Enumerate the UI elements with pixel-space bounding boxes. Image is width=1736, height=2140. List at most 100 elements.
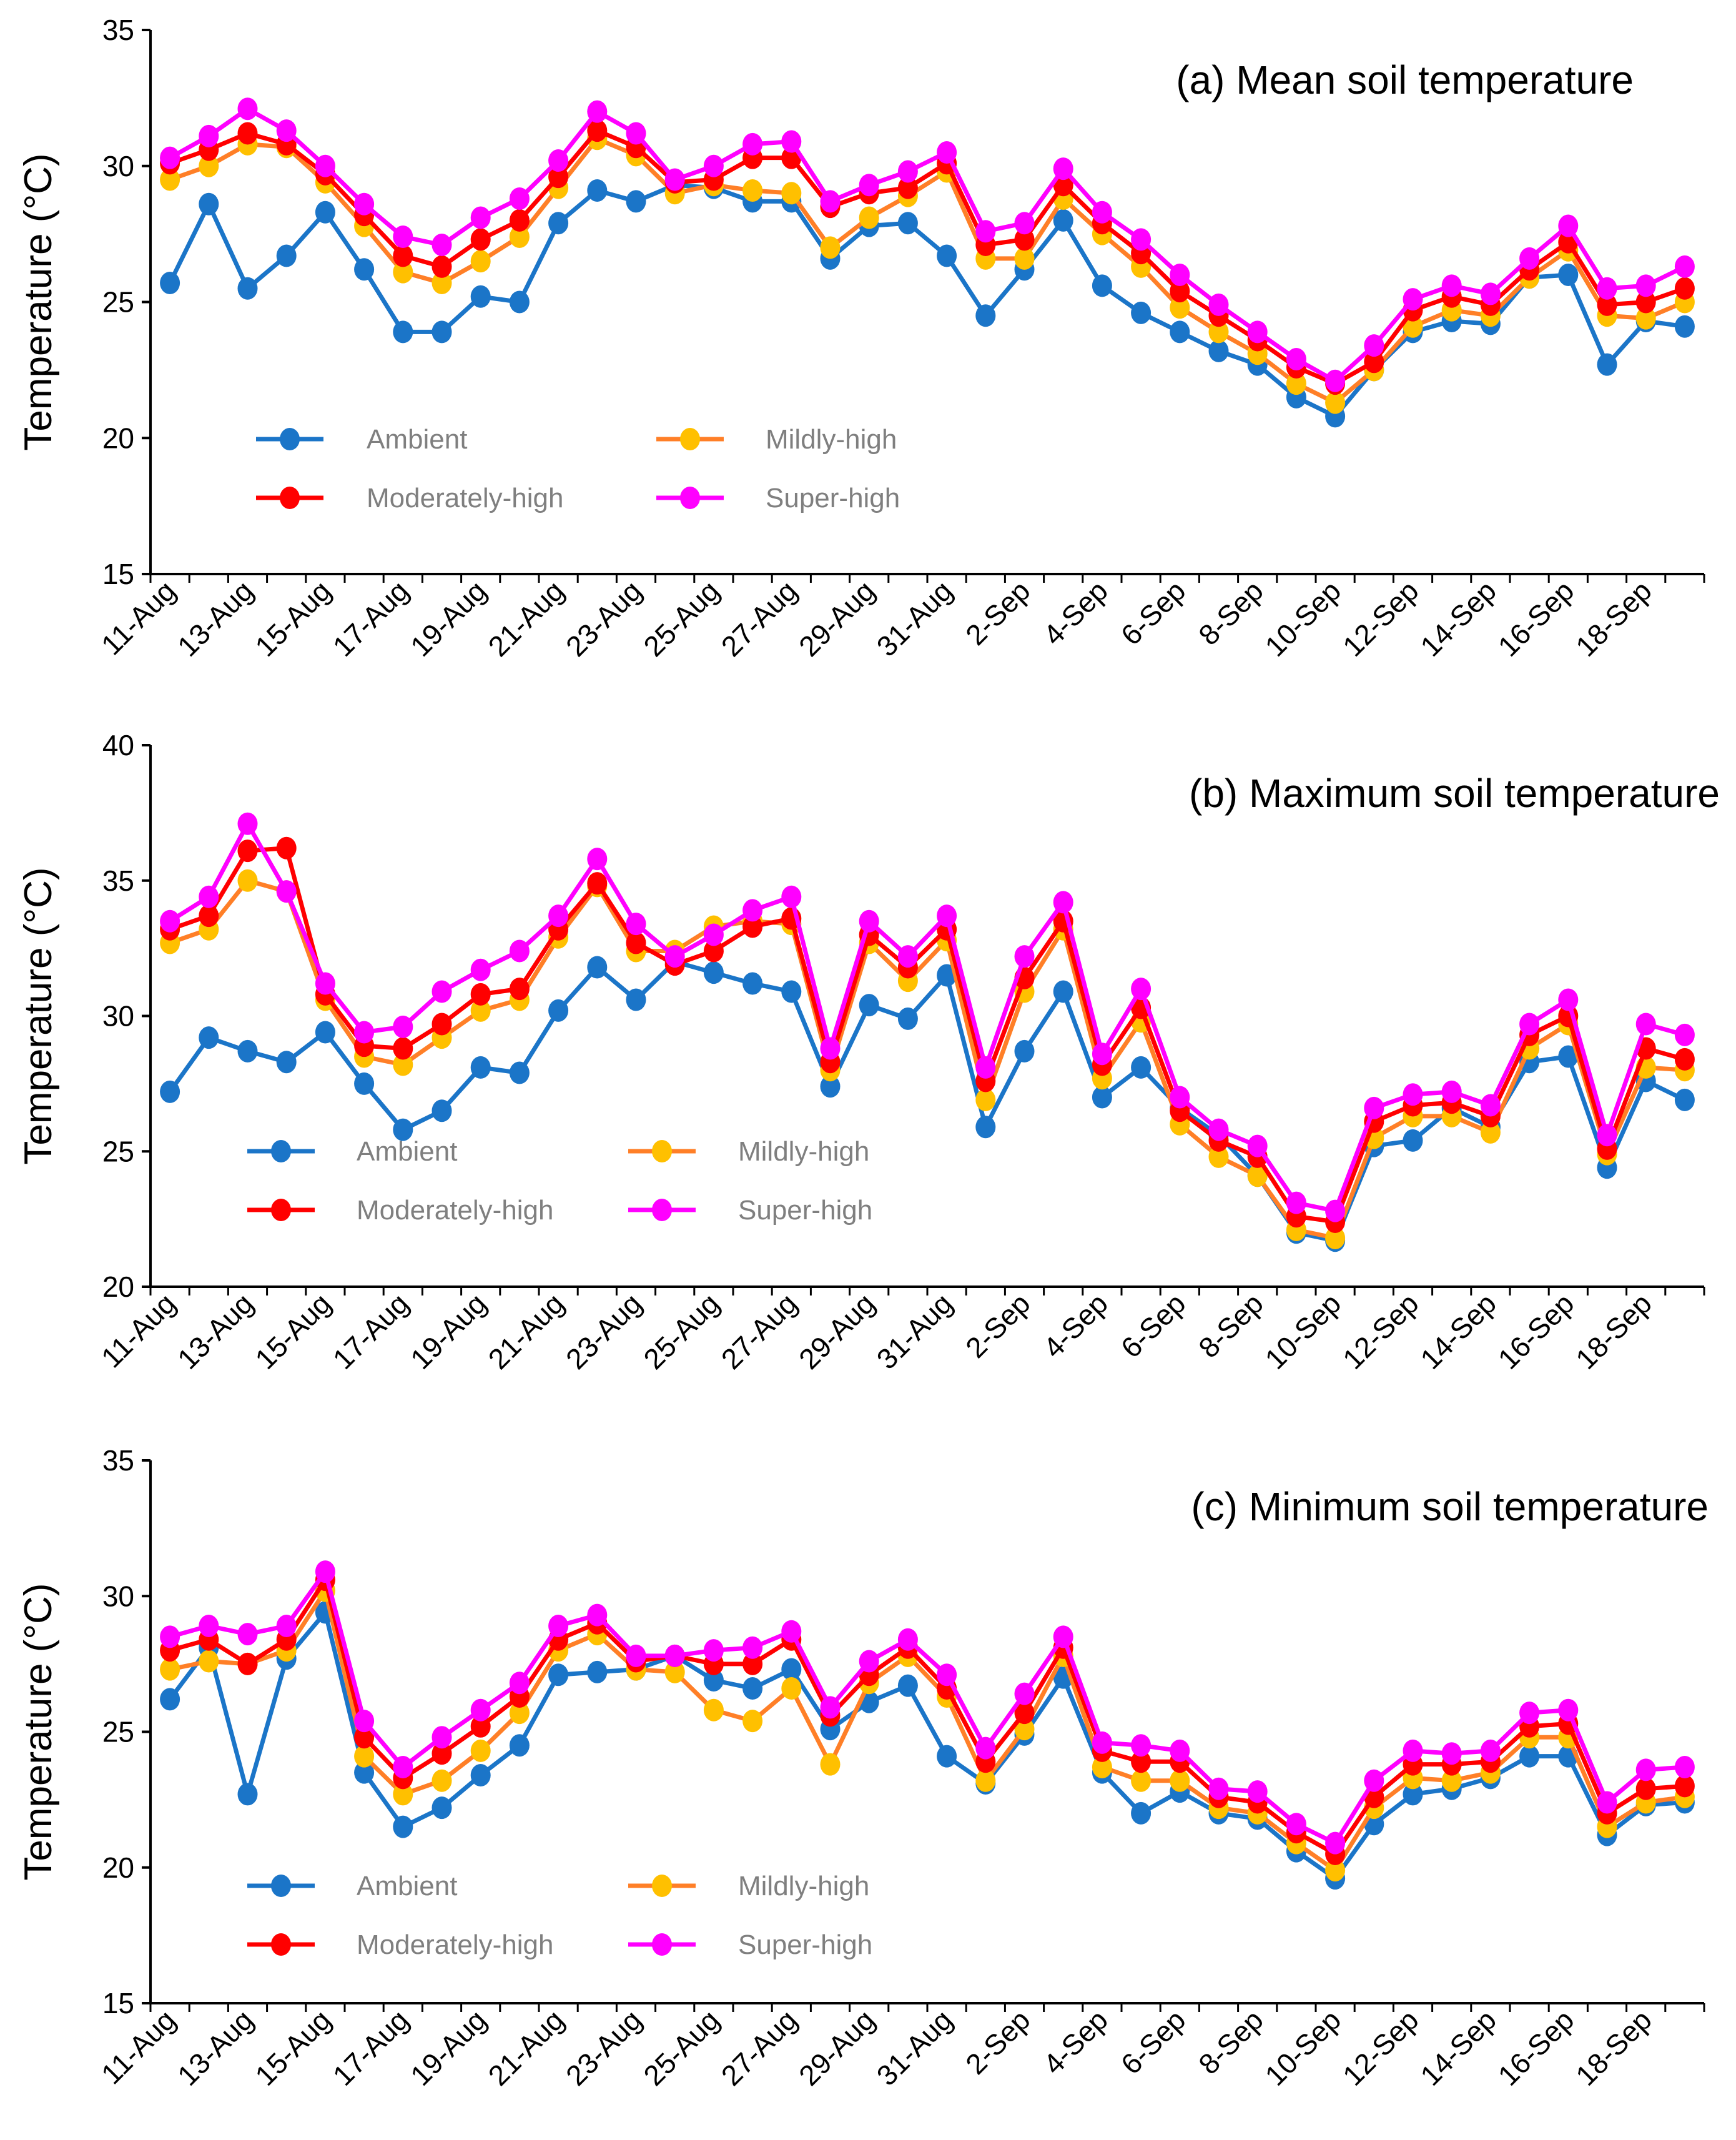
data-point [742,915,763,938]
data-point [781,885,802,908]
data-point [393,1118,413,1141]
x-tick-label: 4-Sep [1037,2003,1114,2081]
legend: Ambient Mildly-high Moderately-high Super-h… [247,1871,872,1960]
data-point [432,234,452,257]
panel-title: (b) Maximum soil temperature [1189,771,1720,816]
x-tick-label: 16-Sep [1492,1287,1581,1375]
data-point [1247,1134,1268,1157]
x-tick-label: 12-Sep [1336,1287,1425,1375]
data-point [354,192,375,215]
data-point [1674,1755,1695,1778]
data-point [781,130,802,153]
x-tick-label: 15-Aug [249,1287,337,1375]
x-tick-label: 23-Aug [560,574,648,663]
data-point [1131,978,1152,1001]
x-tick-label: 19-Aug [404,574,493,663]
data-point [742,132,763,156]
legend-label: Mildly-high [738,1136,869,1167]
legend: Ambient Mildly-high Moderately-high Super-h… [256,424,900,513]
legend-marker [271,1933,291,1956]
data-point [937,904,957,928]
legend-label: Super-high [738,1195,872,1226]
legend-marker [271,1199,291,1221]
series-moderately-high [160,836,1695,1233]
data-point [432,272,452,295]
legend-marker [652,1140,672,1162]
data-point [237,869,258,892]
legend-marker [680,487,700,509]
x-tick-label: 17-Aug [327,1287,415,1375]
data-point [1558,214,1579,237]
legend-label: Moderately-high [357,1929,554,1960]
data-point [548,904,569,928]
data-point [199,1615,219,1638]
series-line [167,182,1685,419]
data-point [1092,1731,1112,1754]
data-point [354,1710,375,1733]
data-point [160,146,180,169]
data-point [1558,1698,1579,1721]
data-point [1014,1682,1035,1705]
series-line [169,1577,1685,1856]
data-point [315,1560,335,1583]
data-point [509,939,530,963]
x-tick-label: 4-Sep [1037,574,1114,651]
data-point [1480,282,1501,305]
data-point [548,166,569,189]
data-point [897,1674,918,1697]
y-tick-label: 20 [102,422,134,454]
data-point [1247,1164,1268,1187]
data-point [1014,228,1035,251]
data-point [1131,1056,1152,1079]
data-point [1170,1086,1190,1109]
data-point [393,1015,413,1038]
data-point [859,206,879,229]
data-point [276,1051,297,1074]
data-point [703,961,724,984]
data-point [432,1099,452,1122]
x-tick-label: 14-Sep [1414,1287,1502,1375]
data-point [1364,350,1384,374]
data-point [509,187,530,211]
data-point [781,182,802,205]
data-point [1092,201,1112,224]
data-point [781,1677,802,1700]
data-point [1674,1048,1695,1071]
data-point [354,1761,375,1784]
legend-label: Ambient [357,1871,457,1901]
x-tick-label: 25-Aug [637,574,726,663]
legend-item: Ambient [247,1136,457,1167]
data-point [1403,1783,1423,1806]
data-point [626,1644,646,1667]
series-line [168,959,1686,1243]
data-point [470,1056,491,1079]
data-point [587,100,608,123]
legend-marker [271,1140,291,1162]
data-point [432,1013,452,1036]
series-line [169,846,1685,1224]
x-tick-label: 29-Aug [792,574,881,663]
data-point [1208,1145,1229,1168]
data-point [315,154,335,177]
x-tick-label: 27-Aug [715,2003,804,2092]
data-point [1286,1191,1306,1214]
data-point [237,812,258,835]
data-point [820,1037,841,1060]
data-point [470,206,491,229]
data-point [781,1620,802,1643]
data-point [470,983,491,1006]
x-tick-label: 29-Aug [792,2003,881,2092]
data-point [237,1783,258,1806]
data-point [1519,1702,1540,1725]
series-ambient [160,1601,1695,1890]
legend-marker [271,1875,291,1897]
y-tick-label: 25 [102,1135,134,1167]
data-point [1131,1801,1152,1825]
data-point [742,1652,763,1675]
data-point [1480,1739,1501,1762]
data-point [432,1769,452,1792]
data-point [199,1026,219,1049]
data-point [1364,334,1384,357]
x-tick-label: 17-Aug [327,574,415,663]
data-point [1170,1739,1190,1762]
